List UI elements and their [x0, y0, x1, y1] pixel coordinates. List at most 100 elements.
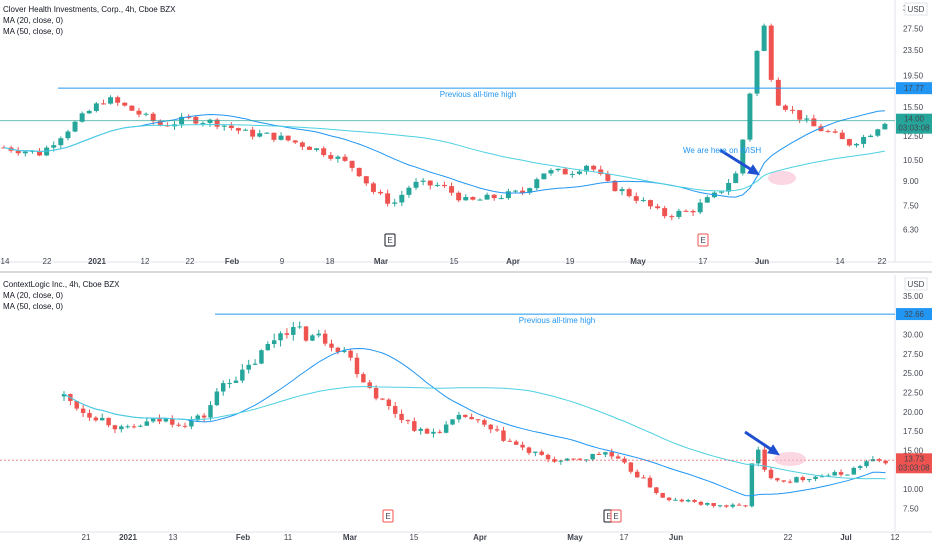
candle-body: [477, 199, 483, 201]
candle-body: [826, 475, 831, 477]
candle-body: [577, 458, 583, 460]
candle-body: [310, 335, 315, 341]
earnings-marker-box: [610, 509, 622, 523]
candle-body: [491, 194, 497, 199]
candle-body: [743, 505, 748, 507]
x-tick-label: Mar: [343, 533, 357, 542]
candle-body: [768, 25, 774, 80]
x-tick-label: 12: [891, 533, 900, 542]
candle-body: [883, 460, 888, 464]
candle-body: [813, 476, 818, 479]
earnings-marker-label: E: [613, 512, 618, 521]
x-tick-label: 17: [699, 257, 708, 266]
candle-body: [37, 150, 43, 156]
candle-body: [227, 382, 232, 384]
candle-body: [150, 418, 156, 422]
x-tick-label: 2021: [119, 533, 137, 542]
candle-body: [348, 350, 353, 358]
currency-badge: [904, 277, 928, 291]
candle-body: [463, 197, 469, 201]
candle-body: [736, 504, 742, 506]
candle-body: [552, 459, 557, 462]
candle-body: [207, 119, 213, 123]
candle-body: [240, 369, 245, 381]
candle-body: [811, 118, 817, 127]
candle-body: [349, 160, 355, 168]
candle-body: [875, 129, 881, 136]
candle-body: [406, 187, 412, 195]
y-tick-label: 30.00: [903, 331, 924, 340]
candle-body: [782, 105, 788, 110]
candle-body: [520, 444, 525, 448]
x-tick-label: 9: [280, 257, 285, 266]
candle-body: [612, 180, 618, 192]
candle-body: [456, 414, 462, 420]
candle-body: [730, 504, 735, 507]
candle-body: [882, 123, 888, 130]
x-tick-label: May: [630, 257, 646, 266]
candle-body: [747, 93, 753, 140]
candle-body: [857, 466, 863, 468]
candles: [1, 23, 888, 221]
candle-body: [259, 350, 264, 364]
candle-body: [125, 426, 130, 428]
x-tick-label: Feb: [225, 257, 239, 266]
candle-body: [864, 461, 869, 467]
candle-body: [635, 471, 640, 478]
candle-body: [740, 139, 746, 174]
y-tick-label: 17.50: [903, 427, 924, 436]
ma50-line: [63, 386, 886, 480]
earnings-marker-label: E: [700, 236, 705, 245]
candle-body: [58, 138, 64, 146]
candle-body: [233, 380, 239, 383]
candle-body: [719, 191, 724, 193]
ma50-line: [3, 123, 885, 192]
x-tick-label: 21: [82, 533, 91, 542]
candle-body: [321, 148, 327, 156]
candle-body: [615, 456, 621, 459]
earnings-marker-box: [384, 233, 396, 247]
candle-body: [545, 454, 551, 460]
candle-body: [392, 202, 398, 204]
candle-body: [825, 131, 831, 133]
candle-body: [303, 326, 309, 341]
candle-body: [692, 500, 697, 502]
candle-body: [534, 179, 540, 189]
candle-body: [790, 109, 796, 111]
candle-body: [51, 145, 57, 148]
candle-body: [698, 501, 704, 505]
candle-body: [87, 412, 92, 418]
candle-body: [278, 333, 283, 341]
candle-body: [470, 197, 476, 200]
x-tick-label: 15: [410, 533, 419, 542]
candle-body: [571, 458, 576, 460]
candle-body: [131, 426, 137, 428]
candle-body: [424, 428, 430, 434]
candle-body: [456, 192, 462, 201]
candle-body: [640, 200, 646, 202]
candle-body: [749, 463, 755, 507]
candle-body: [660, 492, 665, 498]
candle-body: [647, 477, 653, 488]
candle-body: [584, 459, 589, 461]
candle-body: [626, 189, 632, 197]
candle-body: [724, 505, 729, 507]
candle-body: [74, 400, 79, 409]
candle-body: [762, 449, 767, 470]
ath-price-tag: [896, 82, 932, 95]
candle-body: [507, 440, 513, 442]
candle-body: [679, 499, 685, 502]
candle-body: [704, 197, 710, 203]
candle-body: [112, 425, 118, 430]
candle-body: [342, 350, 347, 352]
candle-body: [316, 333, 321, 336]
candle-body: [182, 425, 188, 427]
candle-body: [129, 105, 135, 111]
candle-body: [189, 420, 194, 427]
candle-body: [285, 135, 291, 141]
candle-body: [228, 125, 234, 129]
y-tick-label: 22.50: [903, 389, 924, 398]
candle-body: [412, 421, 417, 431]
indicator-ma20: MA (20, close, 0): [3, 16, 63, 25]
